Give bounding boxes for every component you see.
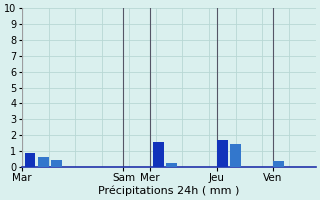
- X-axis label: Précipitations 24h ( mm ): Précipitations 24h ( mm ): [98, 185, 240, 196]
- Bar: [25, 153, 35, 167]
- Bar: [153, 142, 164, 167]
- Bar: [51, 160, 62, 167]
- Bar: [230, 144, 241, 167]
- Bar: [273, 161, 284, 167]
- Bar: [217, 140, 228, 167]
- Bar: [38, 157, 49, 167]
- Bar: [166, 163, 177, 167]
